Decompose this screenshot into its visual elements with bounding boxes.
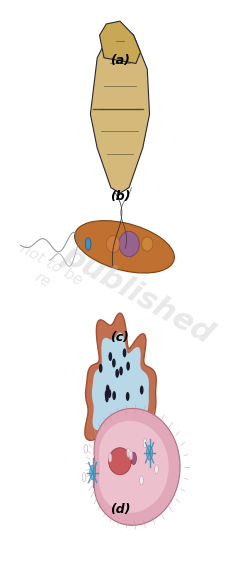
Text: not to be
re: not to be re bbox=[9, 241, 85, 303]
Circle shape bbox=[138, 432, 141, 441]
Text: (a): (a) bbox=[110, 54, 130, 67]
Circle shape bbox=[105, 393, 109, 403]
Circle shape bbox=[147, 446, 153, 460]
Ellipse shape bbox=[75, 221, 174, 273]
Circle shape bbox=[108, 453, 112, 462]
Polygon shape bbox=[85, 313, 156, 475]
Circle shape bbox=[113, 428, 116, 437]
Circle shape bbox=[109, 352, 112, 361]
Circle shape bbox=[118, 428, 122, 437]
Circle shape bbox=[84, 444, 88, 453]
Ellipse shape bbox=[131, 452, 136, 464]
Circle shape bbox=[126, 362, 130, 371]
Ellipse shape bbox=[119, 231, 139, 257]
Polygon shape bbox=[99, 421, 169, 513]
Text: (c): (c) bbox=[110, 331, 129, 344]
Circle shape bbox=[119, 366, 123, 375]
Circle shape bbox=[127, 448, 130, 458]
Polygon shape bbox=[94, 408, 180, 525]
Circle shape bbox=[140, 386, 144, 395]
Circle shape bbox=[106, 384, 109, 393]
Circle shape bbox=[112, 391, 116, 400]
Circle shape bbox=[126, 392, 129, 401]
Circle shape bbox=[105, 390, 108, 399]
Text: published: published bbox=[58, 240, 218, 350]
Text: (b): (b) bbox=[110, 189, 130, 202]
Circle shape bbox=[115, 369, 119, 378]
Circle shape bbox=[140, 476, 143, 485]
Polygon shape bbox=[92, 332, 149, 454]
Circle shape bbox=[123, 348, 126, 357]
Circle shape bbox=[137, 422, 140, 431]
Ellipse shape bbox=[142, 237, 153, 251]
Circle shape bbox=[129, 451, 133, 460]
Text: (d): (d) bbox=[110, 503, 130, 516]
Circle shape bbox=[143, 439, 147, 448]
Ellipse shape bbox=[85, 238, 91, 250]
Ellipse shape bbox=[106, 235, 120, 252]
Polygon shape bbox=[90, 24, 149, 193]
Circle shape bbox=[82, 472, 86, 481]
Circle shape bbox=[112, 358, 116, 367]
Polygon shape bbox=[99, 21, 140, 64]
Circle shape bbox=[99, 364, 103, 373]
Circle shape bbox=[108, 389, 111, 398]
Ellipse shape bbox=[109, 448, 131, 475]
Circle shape bbox=[90, 465, 96, 480]
Circle shape bbox=[155, 465, 158, 474]
